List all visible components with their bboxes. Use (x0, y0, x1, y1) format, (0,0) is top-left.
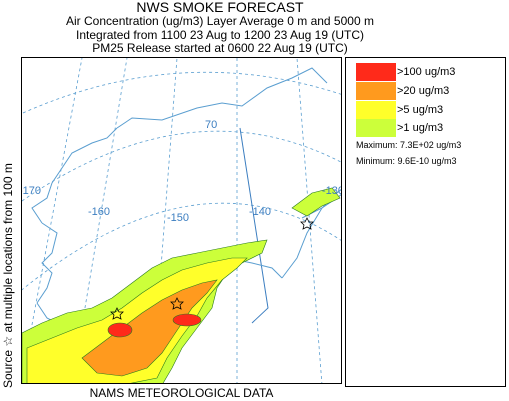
legend-swatch (356, 101, 396, 119)
concentration-legend: >100 ug/m3 >20 ug/m3 >5 ug/m3 >1 ug/m3 M… (345, 57, 506, 387)
border-line (239, 127, 269, 324)
lon-label-130: -130 (322, 185, 342, 197)
map-title: NWS SMOKE FORECAST (136, 0, 304, 15)
lon-label-160: -160 (88, 206, 110, 218)
release-info: PM25 Release started at 0600 22 Aug 19 (… (92, 41, 348, 55)
meteorological-data-label: NAMS METEOROLOGICAL DATA (89, 386, 274, 400)
legend-label: >5 ug/m3 (397, 104, 444, 116)
lon-label-150: -150 (167, 212, 189, 224)
legend-swatch (356, 119, 396, 137)
source-markers (110, 217, 314, 320)
lat-label-70: 70 (205, 119, 217, 131)
lon-label-140: -140 (249, 206, 271, 218)
minimum-value: Minimum: 9.6E-10 ug/m3 (356, 156, 457, 166)
legend-item-20: >20 ug/m3 (356, 82, 496, 100)
maximum-value: Maximum: 7.3E+02 ug/m3 (356, 140, 462, 150)
integration-period: Integrated from 1100 23 Aug to 1200 23 A… (76, 28, 364, 42)
legend-item-5: >5 ug/m3 (356, 101, 496, 119)
legend-label: >100 ug/m3 (397, 66, 456, 78)
legend-label: >1 ug/m3 (397, 122, 444, 134)
source-location-label: Source ☆ at multiple locations from 100 … (1, 163, 15, 388)
plume-layer-20 (81, 279, 218, 377)
plume-layer-100 (107, 313, 202, 338)
map-canvas: 70 -170 -160 -150 -140 -130 (22, 58, 342, 383)
lon-label-170: -170 (22, 185, 41, 197)
legend-item-1: >1 ug/m3 (356, 119, 496, 137)
legend-swatch (356, 63, 396, 81)
legend-swatch (356, 82, 396, 100)
graticule-labels: 70 -170 -160 -150 -140 -130 (22, 119, 342, 224)
legend-item-100: >100 ug/m3 (356, 63, 496, 81)
smoke-forecast-map: 70 -170 -160 -150 -140 -130 (21, 57, 342, 384)
legend-label: >20 ug/m3 (397, 85, 450, 97)
layer-description: Air Concentration (ug/m3) Layer Average … (66, 14, 374, 28)
